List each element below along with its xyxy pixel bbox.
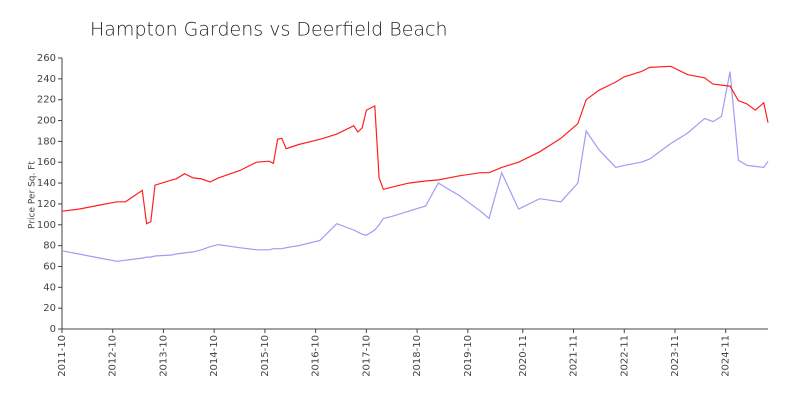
- x-tick-label: 2021-11: [569, 335, 580, 377]
- y-tick-label: 200: [37, 116, 56, 127]
- x-tick-label: 2016-10: [311, 335, 322, 377]
- x-tick-label: 2023-11: [670, 335, 681, 377]
- y-tick-label: 260: [37, 53, 56, 64]
- x-tick-label: 2019-10: [463, 335, 474, 377]
- y-tick-label: 20: [43, 303, 56, 314]
- y-tick-label: 220: [37, 95, 56, 106]
- y-tick-label: 140: [37, 178, 56, 189]
- y-tick-label: 80: [43, 241, 56, 252]
- x-tick-label: 2014-10: [209, 335, 220, 377]
- x-tick-label: 2024-11: [721, 335, 732, 377]
- x-tick-label: 2015-10: [260, 335, 271, 377]
- y-tick-label: 40: [43, 282, 56, 293]
- x-tick-label: 2022-11: [619, 335, 630, 377]
- chart-title: Hampton Gardens vs Deerfield Beach: [90, 19, 448, 41]
- y-tick-label: 0: [50, 324, 56, 335]
- x-tick-label: 2017-10: [361, 335, 372, 377]
- y-tick-label: 60: [43, 261, 56, 272]
- x-tick-label: 2020-11: [518, 335, 529, 377]
- x-tick-label: 2012-10: [108, 335, 119, 377]
- x-tick-label: 2011-10: [57, 335, 68, 377]
- y-tick-label: 120: [37, 199, 56, 210]
- x-tick-label: 2013-10: [158, 335, 169, 377]
- y-tick-label: 240: [37, 74, 56, 85]
- line-series: [61, 65, 769, 225]
- y-tick-label: 160: [37, 157, 56, 168]
- y-tick-label: 100: [37, 220, 56, 231]
- line-series: [61, 71, 769, 262]
- x-tick-label: 2018-10: [412, 335, 423, 377]
- y-axis-label: Price Per Sq. Ft: [28, 161, 38, 229]
- y-tick-label: 180: [37, 136, 56, 147]
